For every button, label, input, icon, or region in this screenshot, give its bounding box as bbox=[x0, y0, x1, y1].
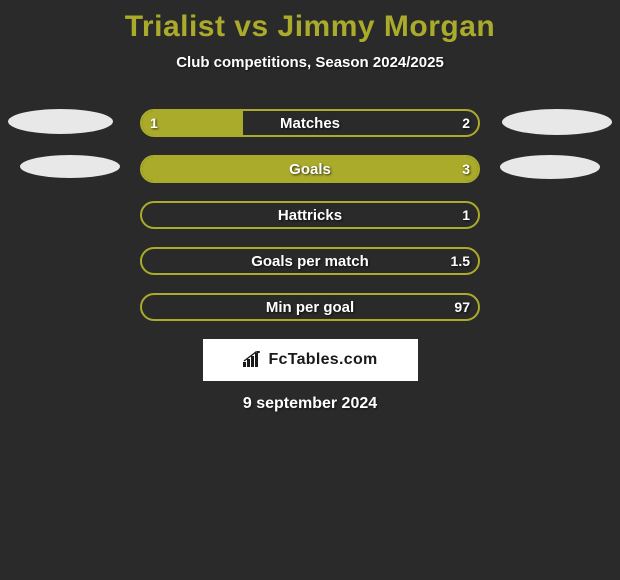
value-right: 97 bbox=[454, 293, 470, 321]
bar-track bbox=[140, 155, 480, 183]
bar-track bbox=[140, 109, 480, 137]
value-right: 2 bbox=[462, 109, 470, 137]
bar-track bbox=[140, 293, 480, 321]
logo-box: FcTables.com bbox=[203, 339, 418, 381]
page-subtitle: Club competitions, Season 2024/2025 bbox=[0, 54, 620, 71]
bar-fill-left bbox=[142, 157, 478, 181]
value-right: 1.5 bbox=[451, 247, 470, 275]
stat-row: Goals per match 1.5 bbox=[0, 247, 620, 275]
date-text: 9 september 2024 bbox=[0, 395, 620, 413]
stat-row: Matches 1 2 bbox=[0, 109, 620, 137]
bar-track bbox=[140, 201, 480, 229]
bar-track bbox=[140, 247, 480, 275]
barchart-icon bbox=[242, 351, 264, 369]
page-title: Trialist vs Jimmy Morgan bbox=[0, 0, 620, 44]
stats-rows: Matches 1 2 Goals 3 Hattricks 1 Goals pe… bbox=[0, 109, 620, 321]
value-left: 1 bbox=[150, 109, 158, 137]
stat-row: Goals 3 bbox=[0, 155, 620, 183]
stat-row: Min per goal 97 bbox=[0, 293, 620, 321]
value-right: 3 bbox=[462, 155, 470, 183]
value-right: 1 bbox=[462, 201, 470, 229]
stat-row: Hattricks 1 bbox=[0, 201, 620, 229]
logo-text: FcTables.com bbox=[268, 351, 377, 369]
